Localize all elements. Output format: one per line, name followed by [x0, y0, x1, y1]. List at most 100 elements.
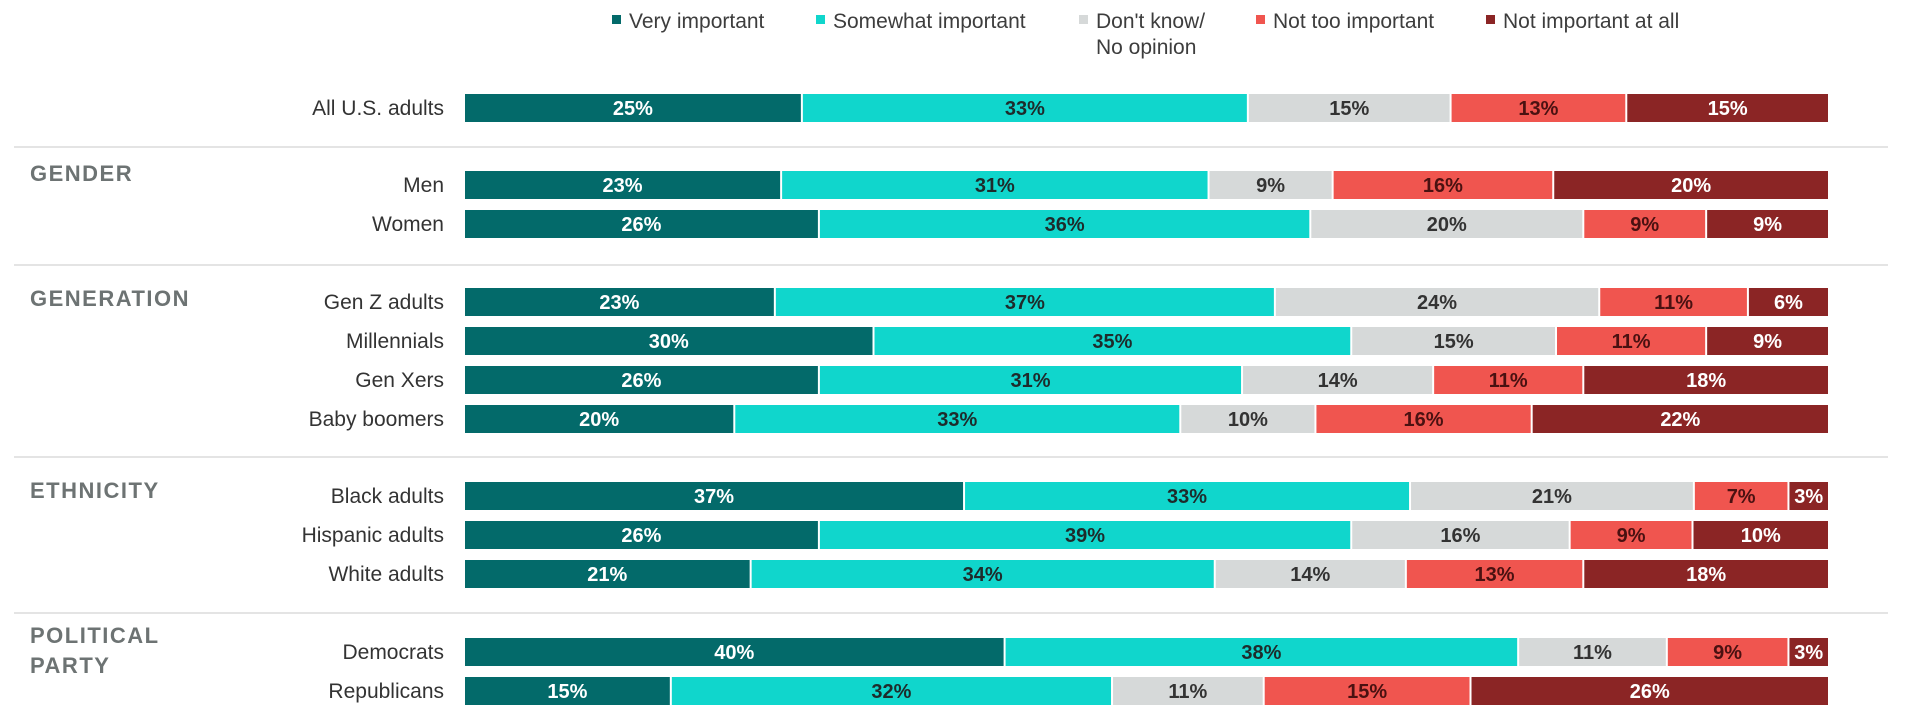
bar-segment [802, 94, 1247, 122]
bar-segment [1113, 677, 1263, 705]
segment-label: 20% [1427, 214, 1467, 236]
legend-label: Very important [629, 10, 765, 33]
chart-row: Hispanic adults 26% 39% 16% 9% 10% [302, 521, 1828, 549]
legend-item: Don't know/No opinion [1079, 10, 1205, 59]
bar-segment [1243, 366, 1433, 394]
bar-segment [465, 288, 774, 316]
bar-segment [819, 366, 1242, 394]
segment-label: 11% [1612, 331, 1651, 353]
segment-label: 10% [1228, 409, 1268, 431]
segment-label: 33% [1167, 486, 1207, 508]
chart-row: Gen Z adults 23% 37% 24% 11% 6% [324, 288, 1828, 316]
segment-label: 23% [603, 175, 643, 197]
bar-segment [1333, 171, 1553, 199]
bar-segment [1748, 288, 1828, 316]
chart-row: Millennials 30% 35% 15% 11% 9% [346, 327, 1828, 355]
bar-segment [465, 171, 781, 199]
bar-segment [1434, 366, 1583, 394]
bar-segment [1311, 210, 1583, 238]
segment-label: 20% [1671, 175, 1711, 197]
segment-label: 37% [694, 486, 734, 508]
segment-label: 9% [1753, 214, 1782, 236]
bar-segment [465, 677, 670, 705]
legend-label: No opinion [1096, 36, 1196, 59]
bar-segment [1532, 405, 1828, 433]
segment-label: 30% [649, 331, 689, 353]
bar-segment [465, 405, 734, 433]
bar-segment [1451, 94, 1626, 122]
segment-label: 15% [1434, 331, 1474, 353]
bar-segment [819, 210, 1310, 238]
segment-label: 11% [1489, 370, 1528, 392]
segment-label: 32% [871, 681, 911, 703]
chart-row: Gen Xers 26% 31% 14% 11% 18% [355, 366, 1828, 394]
segment-label: 14% [1318, 370, 1358, 392]
segment-label: 21% [1532, 486, 1572, 508]
bar-segment [465, 482, 964, 510]
row-label: Black adults [331, 485, 444, 508]
bar-segment [1471, 677, 1828, 705]
segment-label: 24% [1417, 292, 1457, 314]
bar-segment [819, 521, 1351, 549]
bar-segment [775, 288, 1274, 316]
row-label: Women [372, 213, 444, 236]
group-dividers [14, 146, 1888, 614]
segment-label: 13% [1475, 564, 1515, 586]
segment-label: 33% [937, 409, 977, 431]
bar-segment [465, 210, 818, 238]
bar-segment [874, 327, 1351, 355]
legend-label: Not too important [1273, 10, 1434, 33]
segment-label: 40% [714, 642, 754, 664]
legend-swatch [816, 15, 825, 24]
bar-segment [1693, 521, 1828, 549]
segment-label: 15% [547, 681, 587, 703]
legend-swatch [1079, 15, 1088, 24]
segment-label: 38% [1241, 642, 1281, 664]
chart-row: Democrats 40% 38% 11% 9% 3% [342, 638, 1828, 666]
chart-row: White adults 21% 34% 14% 13% 18% [328, 560, 1828, 588]
chart-row: Baby boomers 20% 33% 10% 16% 22% [309, 405, 1828, 433]
bar-segment [735, 405, 1180, 433]
segment-label: 15% [1329, 98, 1369, 120]
bar-segment [1352, 521, 1569, 549]
bar-segment [1411, 482, 1693, 510]
group-label: POLITICAL [30, 623, 160, 648]
bar-segment [671, 677, 1112, 705]
segment-label: 26% [621, 370, 661, 392]
legend-swatch [1486, 15, 1495, 24]
segment-label: 25% [613, 98, 653, 120]
segment-label: 14% [1290, 564, 1330, 586]
bar-segment [465, 327, 873, 355]
segment-label: 23% [599, 292, 639, 314]
legend-swatch [1256, 15, 1265, 24]
segment-label: 37% [1005, 292, 1045, 314]
bar-segment [1005, 638, 1518, 666]
segment-label: 39% [1065, 525, 1105, 547]
legend-label: Don't know/ [1096, 10, 1205, 33]
legend-label: Somewhat important [833, 10, 1026, 33]
row-label: White adults [328, 563, 444, 586]
segment-label: 7% [1727, 486, 1756, 508]
segment-label: 18% [1686, 564, 1726, 586]
bar-segment [1584, 560, 1828, 588]
row-label: Democrats [342, 641, 444, 664]
bar-segment [1554, 171, 1828, 199]
row-label: Baby boomers [309, 408, 444, 431]
segment-label: 3% [1794, 486, 1823, 508]
legend-label: Not important at all [1503, 10, 1679, 33]
segment-label: 9% [1713, 642, 1742, 664]
bar-segment [1707, 210, 1828, 238]
segment-label: 15% [1708, 98, 1748, 120]
segment-label: 18% [1686, 370, 1726, 392]
segment-label: 22% [1660, 409, 1700, 431]
bar-segment [1406, 560, 1583, 588]
bar-segment [1209, 171, 1332, 199]
bar-segment [465, 521, 818, 549]
bar-segment [1570, 521, 1692, 549]
bar-segment [1275, 288, 1599, 316]
bar-segment [1584, 210, 1706, 238]
chart-row: Black adults 37% 33% 21% 7% 3% [331, 482, 1828, 510]
segment-label: 9% [1753, 331, 1782, 353]
segment-label: 34% [963, 564, 1003, 586]
